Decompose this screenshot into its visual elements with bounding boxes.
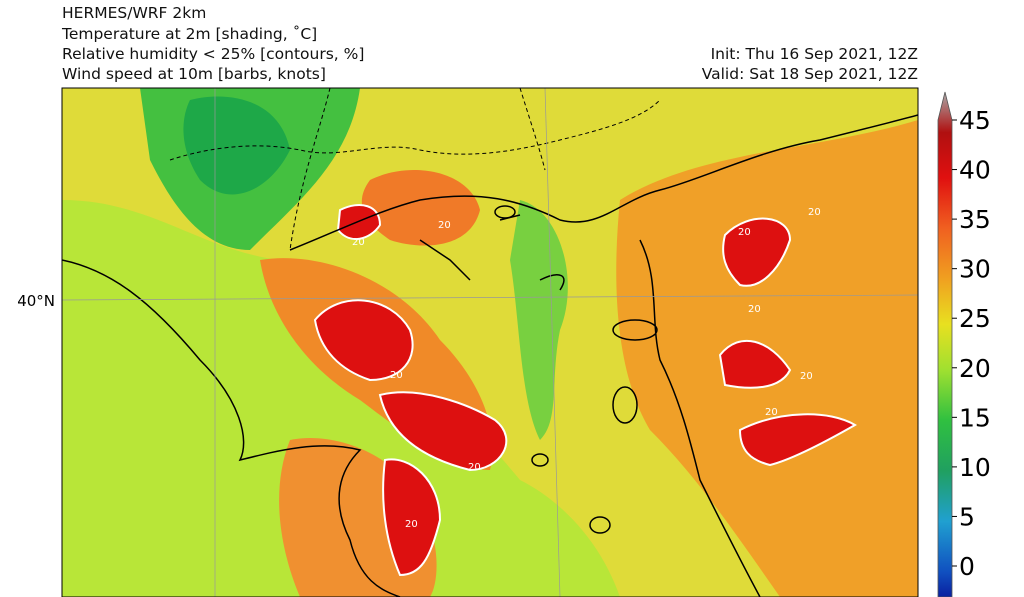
contour-label: 20 xyxy=(390,370,403,381)
contour-label: 20 xyxy=(808,207,821,218)
contour-label: 20 xyxy=(468,462,481,473)
colorbar-tick-label: 45 xyxy=(959,106,991,135)
subtitle: Relative humidity < 25% [contours, %] xyxy=(62,45,365,63)
title: HERMES/WRF 2km xyxy=(62,4,207,22)
colorbar-tick-label: 30 xyxy=(959,255,991,284)
valid-time: Valid: Sat 18 Sep 2021, 12Z xyxy=(701,65,918,83)
colorbar-tick-label: 15 xyxy=(959,403,991,432)
subtitle: Wind speed at 10m [barbs, knots] xyxy=(62,65,326,83)
colorbar-tick-label: 25 xyxy=(959,304,991,333)
contour-label: 20 xyxy=(800,371,813,382)
colorbar-tick-label: 40 xyxy=(959,156,991,185)
contour-label: 20 xyxy=(405,519,418,530)
colorbar-tick-label: 0 xyxy=(959,552,975,581)
subtitle: Temperature at 2m [shading, ˚C] xyxy=(62,25,318,43)
colorbar-tick-label: 35 xyxy=(959,205,991,234)
colorbar-tick-label: 10 xyxy=(959,453,991,482)
contour-label: 20 xyxy=(738,227,751,238)
lat-label: 40°N xyxy=(17,292,55,310)
init-time: Init: Thu 16 Sep 2021, 12Z xyxy=(710,45,918,63)
contour-label: 20 xyxy=(748,304,761,315)
contour-label: 20 xyxy=(438,220,451,231)
colorbar-tick-label: 5 xyxy=(959,502,975,531)
colorbar xyxy=(937,91,953,597)
contour-label: 20 xyxy=(765,407,778,418)
colorbar-tick-label: 20 xyxy=(959,354,991,383)
map-area xyxy=(62,88,918,597)
contour-label: 20 xyxy=(352,237,365,248)
